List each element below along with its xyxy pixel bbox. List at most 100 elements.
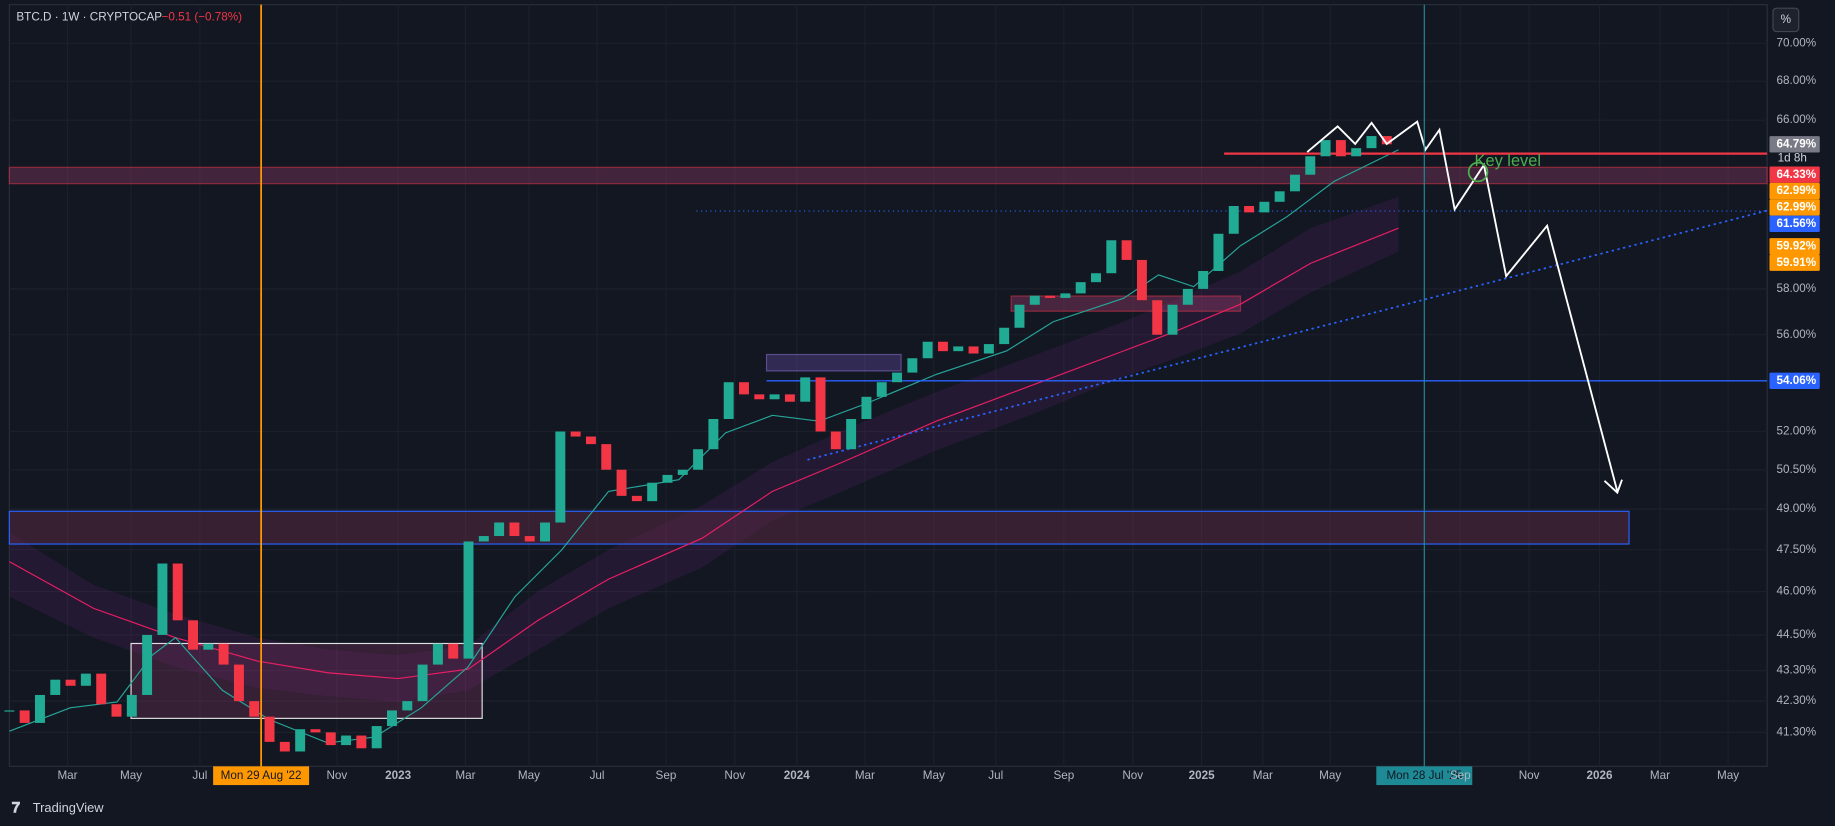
unit-button-label[interactable]: % xyxy=(1781,13,1791,26)
candle xyxy=(1060,293,1071,298)
y-tick-label: 68.00% xyxy=(1776,74,1816,87)
x-tick-label: Nov xyxy=(326,769,347,782)
x-tick-label: 2026 xyxy=(1587,769,1614,782)
candle xyxy=(830,431,841,450)
y-tick-label: 70.00% xyxy=(1776,36,1816,49)
x-tick-label: Mar xyxy=(57,769,77,782)
candle xyxy=(999,327,1010,345)
candle xyxy=(968,346,979,354)
candle xyxy=(815,377,826,432)
candle xyxy=(800,377,811,402)
marker-label: Mon 28 Jul '25 xyxy=(1386,769,1462,782)
x-tick-label: May xyxy=(923,769,945,782)
candle xyxy=(1381,136,1392,145)
candle xyxy=(1075,282,1086,294)
candle xyxy=(754,394,765,400)
x-tick-label: 2024 xyxy=(784,769,811,782)
candle xyxy=(616,469,627,496)
candle xyxy=(1335,140,1346,157)
candle xyxy=(387,710,397,727)
candle xyxy=(279,741,290,752)
x-tick-label: Sep xyxy=(1450,769,1471,782)
candle xyxy=(1289,174,1300,192)
x-tick-label: May xyxy=(1319,769,1341,782)
candle xyxy=(662,474,673,483)
candle xyxy=(402,701,413,711)
candle xyxy=(249,701,260,717)
unit-button[interactable] xyxy=(1772,7,1800,33)
x-tick-label: Nov xyxy=(1519,769,1540,782)
candle xyxy=(34,694,45,723)
candle xyxy=(1259,201,1270,213)
x-tick-label: Mar xyxy=(455,769,475,782)
candle xyxy=(585,436,596,445)
candles xyxy=(4,136,1392,752)
x-tick-label: Jul xyxy=(988,769,1003,782)
candle xyxy=(1274,191,1285,202)
candle xyxy=(677,469,688,475)
candle xyxy=(295,729,306,752)
y-tick-label: 49.00% xyxy=(1776,502,1816,515)
annotation: Key level xyxy=(1475,152,1541,170)
candle xyxy=(1136,259,1147,301)
x-tick-label: Nov xyxy=(1122,769,1143,782)
candle xyxy=(1320,140,1331,157)
candle xyxy=(126,694,137,717)
price-label-bg xyxy=(1769,182,1820,200)
candle xyxy=(1228,206,1239,234)
price-label-bg xyxy=(1769,199,1820,216)
candle xyxy=(1182,288,1193,305)
candle xyxy=(708,419,719,450)
candle xyxy=(341,735,352,746)
zone-box xyxy=(765,353,902,372)
price-label-bg xyxy=(1769,166,1820,183)
price-change: −0.51 (−0.78%) xyxy=(161,11,242,24)
candle xyxy=(1244,206,1255,213)
candle xyxy=(19,710,30,723)
price-label: 62.99% xyxy=(1776,201,1816,214)
symbol-title: BTC.D · 1W · CRYPTOCAP xyxy=(16,11,162,24)
x-tick-label: Sep xyxy=(1053,769,1074,782)
candle xyxy=(509,522,520,537)
candle xyxy=(356,735,367,749)
candle xyxy=(1014,304,1025,328)
x-tick-label: Jul xyxy=(590,769,605,782)
candle xyxy=(1029,295,1040,305)
axes: 70.00% 68.00% 66.00% 58.00% 56.00% 52.00% 50.5… xyxy=(57,36,1820,782)
candle xyxy=(1106,240,1117,274)
candle xyxy=(647,482,658,502)
candle xyxy=(937,341,948,352)
candle xyxy=(310,729,321,733)
y-tick-label: 42.30% xyxy=(1776,694,1816,707)
zone-box xyxy=(1010,295,1242,312)
candle xyxy=(1198,271,1209,289)
candle xyxy=(953,346,964,352)
price-label-bg xyxy=(1769,215,1820,233)
x-tick-label: May xyxy=(518,769,540,782)
x-tick-label: Mar xyxy=(1253,769,1273,782)
candle xyxy=(432,643,443,665)
candle xyxy=(494,522,505,537)
candle xyxy=(96,673,107,705)
candle xyxy=(172,563,183,621)
candle xyxy=(784,394,795,402)
candle xyxy=(846,419,857,450)
candle xyxy=(218,643,229,665)
y-tick-label: 41.30% xyxy=(1776,725,1816,738)
candle xyxy=(983,344,994,354)
candle xyxy=(693,449,704,470)
support-zone xyxy=(8,510,1630,545)
candle xyxy=(80,673,91,686)
candle xyxy=(723,382,734,420)
candle xyxy=(203,643,214,650)
marker-label: Mon 29 Aug '22 xyxy=(221,769,302,782)
candle xyxy=(861,396,872,420)
candle xyxy=(1305,156,1316,175)
y-tick-label: 44.50% xyxy=(1776,628,1816,641)
price-label: 62.99% xyxy=(1776,184,1816,197)
trendline xyxy=(807,209,1768,461)
candle xyxy=(478,536,489,542)
y-tick-label: 58.00% xyxy=(1776,282,1816,295)
x-tick-label: May xyxy=(1717,769,1739,782)
